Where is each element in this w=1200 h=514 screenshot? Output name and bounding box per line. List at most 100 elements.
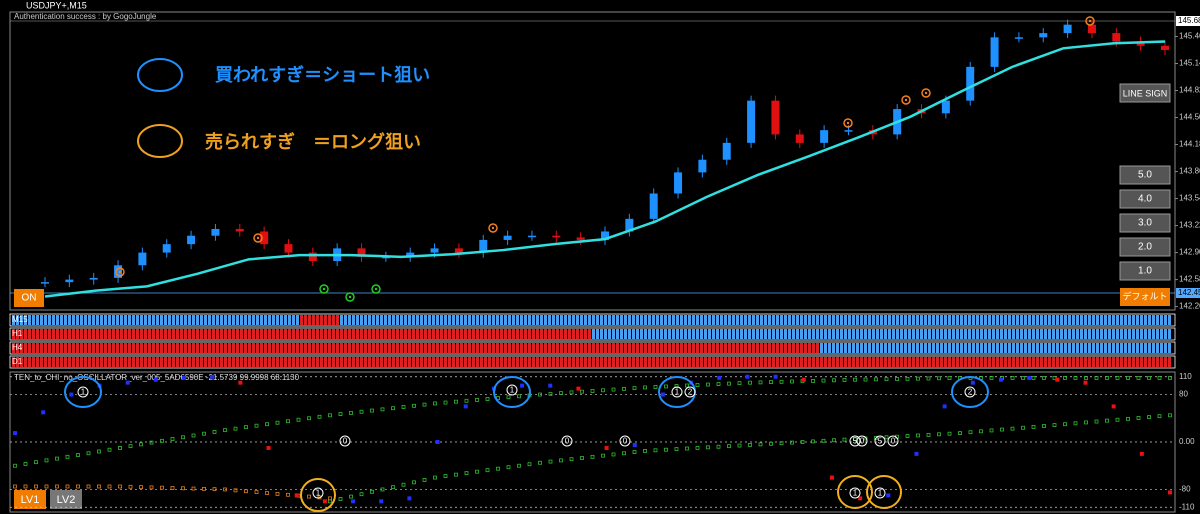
osc-main xyxy=(13,431,17,436)
heat-cell xyxy=(628,315,631,325)
heat-cell xyxy=(20,343,23,353)
heat-cell xyxy=(384,343,387,353)
button[interactable] xyxy=(1119,237,1171,257)
osc-trail xyxy=(653,385,658,389)
marker-ring xyxy=(339,435,351,447)
osc-trail xyxy=(212,487,217,492)
button-label: LV1 xyxy=(21,494,40,506)
button[interactable] xyxy=(1119,83,1171,103)
heat-cell xyxy=(520,329,523,339)
osc-trail xyxy=(244,425,248,430)
heat-cell xyxy=(1120,357,1123,367)
heat-cell xyxy=(536,329,539,339)
heat-cell xyxy=(552,315,555,325)
heat-cell xyxy=(668,357,671,367)
heat-cell xyxy=(440,343,443,353)
heat-cell xyxy=(928,357,931,367)
osc-main xyxy=(1055,377,1060,382)
heat-cell xyxy=(144,357,147,367)
heat-cell xyxy=(840,315,843,325)
heat-cell xyxy=(264,357,267,367)
heat-cell xyxy=(412,315,415,325)
heat-cell xyxy=(172,357,175,367)
heat-cell xyxy=(1112,329,1115,339)
osc-trail xyxy=(307,494,311,499)
osc-trail xyxy=(832,378,836,383)
heat-cell xyxy=(156,343,159,353)
heat-cell xyxy=(484,357,487,367)
button[interactable] xyxy=(1119,261,1171,281)
heat-cell xyxy=(260,357,263,367)
button[interactable] xyxy=(1119,189,1171,209)
heat-cell xyxy=(960,329,963,339)
osc-trail xyxy=(170,486,175,490)
heat-cell xyxy=(688,315,691,325)
heat-cell xyxy=(832,315,835,325)
heat-cell xyxy=(108,343,111,353)
marker-ring xyxy=(856,435,868,447)
heat-cell xyxy=(420,343,423,353)
osc-trail xyxy=(475,469,479,474)
osc-trail xyxy=(139,442,143,447)
heat-cell xyxy=(864,315,867,325)
heat-cell xyxy=(68,329,71,339)
heat-cell xyxy=(576,329,579,339)
heat-cell xyxy=(396,357,399,367)
candle xyxy=(990,37,999,67)
button[interactable] xyxy=(14,490,46,509)
button-label: 2.0 xyxy=(1138,242,1152,253)
heat-cell xyxy=(1008,329,1011,339)
heat-cell xyxy=(724,315,727,325)
button[interactable] xyxy=(1120,288,1170,306)
heat-cell xyxy=(108,357,111,367)
osc-trail xyxy=(212,430,217,434)
heat-cell xyxy=(288,357,291,367)
heat-cell xyxy=(956,315,959,325)
heat-cell xyxy=(528,329,531,339)
heat-cell xyxy=(236,315,239,325)
heat-cell xyxy=(448,357,451,367)
heat-cell xyxy=(760,343,763,353)
heat-cell xyxy=(172,315,175,325)
heat-cell xyxy=(816,343,819,353)
heat-cell xyxy=(40,343,43,353)
heat-cell xyxy=(312,343,315,353)
heat-cell xyxy=(276,357,279,367)
heat-cell xyxy=(492,329,495,339)
heat-cell xyxy=(780,329,783,339)
heat-cell xyxy=(600,329,603,339)
heat-cell xyxy=(916,343,919,353)
osc-point xyxy=(538,392,542,397)
price-box xyxy=(1176,288,1200,298)
heat-cell xyxy=(288,315,291,325)
button[interactable] xyxy=(50,490,82,509)
marker-ring xyxy=(671,386,683,398)
heat-cell xyxy=(32,343,35,353)
heat-cell xyxy=(192,343,195,353)
heat-cell xyxy=(52,343,55,353)
price-tick-label: 143.22 xyxy=(1179,221,1200,230)
button[interactable] xyxy=(1119,165,1171,185)
heat-cell xyxy=(1152,357,1155,367)
heat-cell xyxy=(92,315,95,325)
heat-cell xyxy=(772,357,775,367)
button[interactable] xyxy=(14,289,44,307)
heat-cell xyxy=(1004,329,1007,339)
button[interactable] xyxy=(1119,213,1171,233)
price-tick-label: 144.18 xyxy=(1179,140,1200,149)
heat-cell xyxy=(232,329,235,339)
osc-main xyxy=(463,404,468,409)
heat-cell xyxy=(548,315,551,325)
heat-cell xyxy=(132,357,135,367)
marker-ring xyxy=(561,435,573,447)
osc-trail xyxy=(1084,376,1088,380)
heat-cell xyxy=(560,329,563,339)
heat-cell xyxy=(540,315,543,325)
osc-trail xyxy=(65,484,70,489)
osc-trail xyxy=(916,376,920,381)
heat-cell xyxy=(356,343,359,353)
heat-cell xyxy=(324,315,327,325)
heat-cell xyxy=(468,357,471,367)
osc-trail xyxy=(1136,376,1141,380)
heat-cell xyxy=(1092,315,1095,325)
